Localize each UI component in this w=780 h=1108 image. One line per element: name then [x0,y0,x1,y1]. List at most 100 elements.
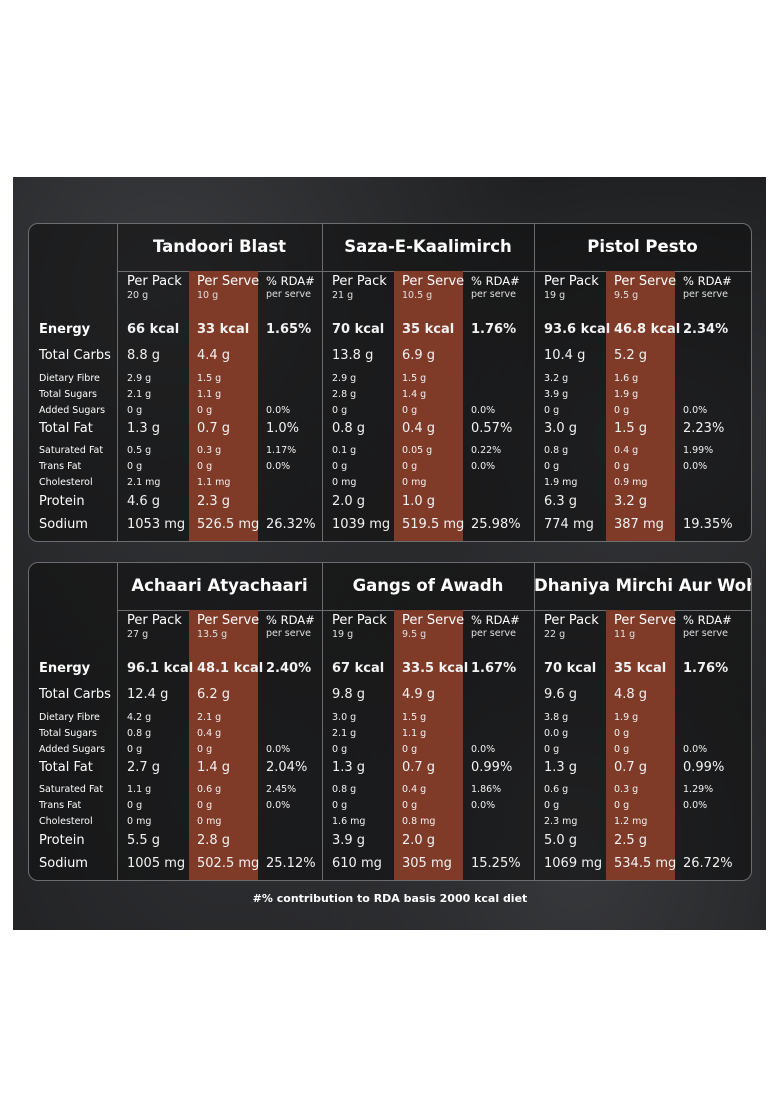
row-label-trans_fat: Trans Fat [39,800,82,811]
value-fibre-serve: 1.5 g [197,373,222,384]
per-serve-header-label: Per Serve [402,274,465,289]
value-carbs-pack: 8.8 g [127,348,161,363]
value-energy-pack: 70 kcal [332,322,385,337]
value-protein-pack: 3.9 g [332,833,366,848]
value-fat-pack: 1.3 g [544,760,578,775]
nutrition-table-bottom: Energy Total Carbs Dietary Fibre Total Suga… [28,562,752,881]
value-sat_fat-rda: 2.45% [266,784,297,795]
value-carbs-serve: 4.8 g [614,687,648,702]
product-name: Saza-E-Kaalimirch [344,237,512,256]
value-energy-rda: 1.76% [471,322,517,337]
value-sugars-pack: 2.1 g [127,389,152,400]
value-fibre-pack: 2.9 g [127,373,152,384]
value-protein-serve: 2.0 g [402,833,436,848]
rda-footnote: #% contribution to RDA basis 2000 kcal d… [252,892,528,905]
value-trans_fat-pack: 0 g [127,800,143,811]
value-fibre-serve: 1.9 g [614,712,639,723]
per-serve-header-label: Per Serve [614,613,677,628]
value-energy-pack: 67 kcal [332,661,385,676]
value-added_sugars-pack: 0 g [332,744,348,755]
per-serve-header-label: Per Serve [402,613,465,628]
value-sugars-serve: 1.1 g [197,389,222,400]
row-label-sat_fat: Saturated Fat [39,784,104,795]
per-pack-header-label: Per Pack [332,274,387,289]
value-trans_fat-serve: 0 g [402,800,418,811]
value-fat-rda: 0.57% [471,421,513,436]
value-fat-pack: 1.3 g [332,760,366,775]
value-sugars-serve: 0 g [614,728,630,739]
rda-header-weight: per serve [266,289,311,300]
value-protein-serve: 1.0 g [402,494,436,509]
value-energy-rda: 1.65% [266,322,312,337]
value-sodium-pack: 1069 mg [544,856,603,871]
value-trans_fat-rda: 0.0% [471,800,496,811]
value-sat_fat-serve: 0.6 g [197,784,222,795]
value-added_sugars-serve: 0 g [614,405,630,416]
row-label-sodium: Sodium [39,517,88,532]
column-separator [534,563,535,880]
row-label-added_sugars: Added Sugars [39,744,106,755]
rda-header-label: % RDA# [471,274,520,288]
value-carbs-pack: 12.4 g [127,687,169,702]
value-added_sugars-serve: 0 g [402,405,418,416]
per-serve-header-weight: 10 g [197,290,219,301]
value-protein-serve: 2.8 g [197,833,231,848]
value-fat-rda: 0.99% [683,760,725,775]
value-carbs-serve: 5.2 g [614,348,648,363]
value-trans_fat-rda: 0.0% [683,800,708,811]
per-serve-header-weight: 13.5 g [197,629,228,640]
value-added_sugars-pack: 0 g [544,405,560,416]
per-serve-highlight [394,271,463,541]
value-sodium-rda: 15.25% [471,856,521,871]
row-label-sugars: Total Sugars [39,389,97,400]
per-pack-header: Per Pack 21 g [332,274,387,301]
value-protein-pack: 5.0 g [544,833,578,848]
row-label-protein: Protein [39,494,85,509]
value-sodium-serve: 534.5 mg [614,856,677,871]
row-label-energy: Energy [39,322,91,337]
row-label-protein: Protein [39,833,85,848]
rda-header-weight: per serve [471,628,516,639]
value-energy-serve: 33.5 kcal [402,661,469,676]
value-fibre-pack: 4.2 g [127,712,152,723]
value-added_sugars-rda: 0.0% [471,405,496,416]
value-energy-pack: 93.6 kcal [544,322,611,337]
value-cholesterol-pack: 0 mg [332,477,357,488]
row-label-carbs: Total Carbs [39,687,111,702]
rda-header-label: % RDA# [471,613,520,627]
row-label-added_sugars: Added Sugars [39,405,106,416]
row-label-cholesterol: Cholesterol [39,477,93,488]
product-name: Achaari Atyachaari [131,576,308,595]
value-sugars-pack: 0.8 g [127,728,152,739]
per-pack-header-weight: 21 g [332,290,354,301]
column-separator [117,224,118,541]
per-pack-header: Per Pack 27 g [127,613,182,640]
value-added_sugars-serve: 0 g [402,744,418,755]
per-serve-highlight [189,271,258,541]
value-fat-pack: 2.7 g [127,760,161,775]
value-fat-pack: 0.8 g [332,421,366,436]
rda-header-weight: per serve [683,289,728,300]
value-sodium-serve: 305 mg [402,856,452,871]
row-label-sat_fat: Saturated Fat [39,445,104,456]
value-sat_fat-rda: 1.86% [471,784,502,795]
per-pack-header-label: Per Pack [544,613,599,628]
value-sat_fat-serve: 0.3 g [197,445,222,456]
value-protein-pack: 2.0 g [332,494,366,509]
per-serve-header: Per Serve 10.5 g [402,274,464,301]
rda-header-label: % RDA# [683,274,732,288]
value-fat-pack: 1.3 g [127,421,161,436]
value-fibre-pack: 2.9 g [332,373,357,384]
row-label-sugars: Total Sugars [39,728,97,739]
value-protein-pack: 6.3 g [544,494,578,509]
per-pack-header-label: Per Pack [332,613,387,628]
value-energy-pack: 96.1 kcal [127,661,194,676]
value-energy-rda: 1.67% [471,661,517,676]
value-trans_fat-rda: 0.0% [266,800,291,811]
per-pack-header: Per Pack 22 g [544,613,599,640]
value-carbs-pack: 10.4 g [544,348,586,363]
per-serve-header: Per Serve 10 g [197,274,259,301]
per-pack-header-weight: 19 g [332,629,354,640]
rda-header-weight: per serve [683,628,728,639]
value-fat-rda: 0.99% [471,760,513,775]
